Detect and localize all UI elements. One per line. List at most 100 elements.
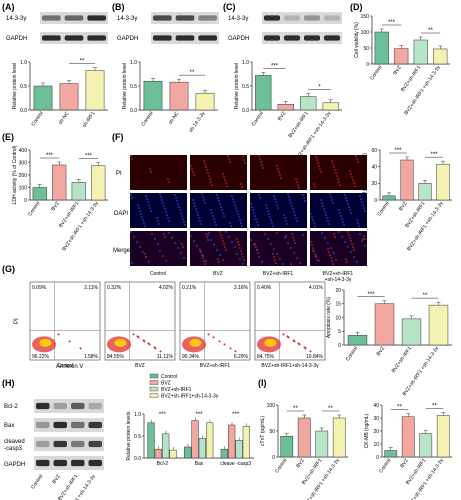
micrograph <box>250 231 307 266</box>
cell-dot <box>276 232 278 234</box>
quadrant-ur: 4.02% <box>159 285 174 291</box>
cell-dot <box>206 236 208 238</box>
cell-dot <box>163 233 165 235</box>
event-dot <box>212 336 215 339</box>
micrograph <box>130 193 187 228</box>
cell-dot <box>347 203 349 205</box>
cell-dot <box>223 243 225 245</box>
event-dot <box>57 333 60 336</box>
y-tick-label: 0 <box>376 455 379 461</box>
cell-dot <box>145 195 147 197</box>
cell-dot <box>164 208 166 210</box>
x-tick-label: BVZ <box>399 458 409 469</box>
blot-label-b-gapdh: GAPDH <box>117 36 138 42</box>
significance-label: ** <box>428 28 433 34</box>
blot-a-target-band <box>87 15 106 21</box>
cell-dot <box>182 246 184 248</box>
event-dot <box>282 333 285 336</box>
cell-dot <box>165 260 167 262</box>
x-tick-label: Control <box>345 346 359 363</box>
h-blot-label-bax: Bax <box>4 423 14 429</box>
cell-dot <box>284 217 286 219</box>
cell-dot <box>331 260 333 262</box>
legend-label: BVZ+sh-IRF1+sh-14-3-3γ <box>161 394 219 400</box>
y-tick-label: 60 <box>371 148 377 154</box>
cell-dot <box>177 247 179 249</box>
cell-dot <box>243 159 245 161</box>
cell-dot <box>180 212 182 214</box>
cell-dot <box>239 219 241 221</box>
cell-dot <box>337 178 339 180</box>
cell-dot <box>259 197 261 199</box>
cell-dot <box>272 225 274 227</box>
bar <box>322 102 339 111</box>
x-tick-label: BVZ <box>277 111 287 122</box>
y-tick-label: 0.0 <box>242 108 249 114</box>
g-ylab-pi: PI <box>14 318 20 324</box>
x-tick-label: sh-NC <box>168 110 181 125</box>
cell-dot <box>293 239 295 241</box>
x-tick-label: Bax <box>195 461 204 467</box>
bar <box>220 448 228 459</box>
cell-dot <box>273 248 275 250</box>
y-tick-label: 15 <box>335 302 341 308</box>
cell-dot <box>163 205 165 207</box>
cell-dot <box>207 239 209 241</box>
y-axis-label: CK-MB (ng/mL) <box>364 413 370 448</box>
event-dot <box>147 342 150 345</box>
cell-dot <box>204 263 206 265</box>
bar <box>198 437 206 459</box>
cell-dot <box>181 215 183 217</box>
cell-dot <box>144 253 146 255</box>
cell-dot <box>285 220 287 222</box>
cell-dot <box>304 200 306 202</box>
cell-dot <box>364 245 366 247</box>
blot-c-gapdh-band <box>324 35 340 41</box>
cell-dot <box>267 238 269 240</box>
cell-dot <box>310 241 312 243</box>
event-dot <box>286 335 289 338</box>
cell-dot <box>324 211 326 213</box>
cell-dot <box>276 204 278 206</box>
cell-dot <box>294 214 296 216</box>
cell-dot <box>350 173 352 175</box>
x-tick-label: BVZ+sh-IRF1 +sh-14-3-3γ <box>406 200 445 252</box>
cell-dot <box>202 196 204 198</box>
cell-dot <box>313 183 315 185</box>
cell-dot <box>179 209 181 211</box>
cell-dot <box>352 179 354 181</box>
panel-letter-h: (H) <box>2 378 15 388</box>
cell-dot <box>312 219 314 221</box>
cell-dot <box>269 216 271 218</box>
cell-dot <box>292 236 294 238</box>
cell-dot <box>206 169 208 171</box>
cell-dot <box>191 168 193 170</box>
cell-dot <box>315 255 317 257</box>
cell-dot <box>327 220 329 222</box>
h-lane-label: Control <box>30 474 44 491</box>
f-col-label: Control <box>150 271 166 277</box>
panel-letter-e: (E) <box>2 132 14 142</box>
cell-dot <box>232 198 234 200</box>
bar <box>147 422 155 459</box>
cell-dot <box>351 176 353 178</box>
bar <box>91 165 106 201</box>
bar <box>59 83 79 111</box>
cell-dot <box>324 237 326 239</box>
cell-dot <box>177 203 179 205</box>
x-tick-label: Control <box>27 201 41 218</box>
quadrant-ll: 84.55% <box>107 354 125 360</box>
cell-dot <box>275 262 277 264</box>
cell-dot <box>254 215 256 217</box>
cell-dot <box>216 249 218 251</box>
h-blot-label-casp3: cleaved <box>4 439 25 445</box>
bar <box>71 182 86 201</box>
bar <box>332 417 346 458</box>
x-tick-label: sh-NC <box>58 110 71 125</box>
event-dot <box>292 339 295 342</box>
quadrant-ul: 0.40% <box>257 285 272 291</box>
